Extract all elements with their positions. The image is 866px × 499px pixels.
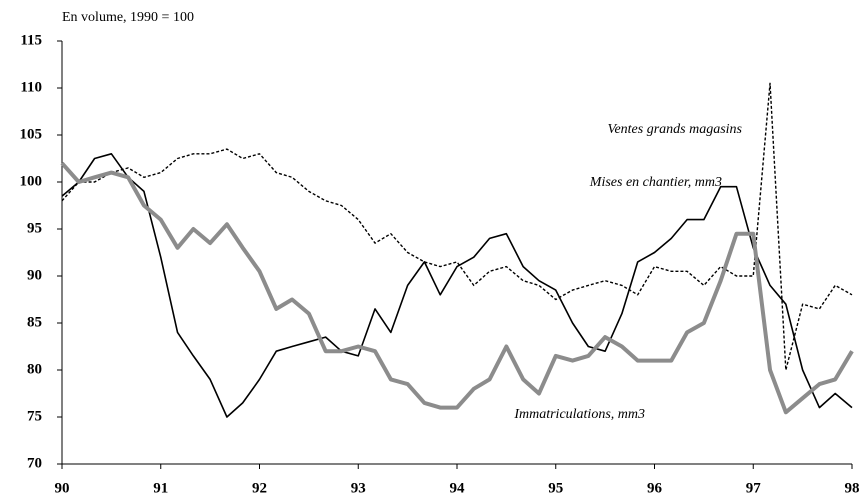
y-tick-label: 80	[27, 361, 42, 377]
series-label: Immatriculations, mm3	[513, 407, 645, 422]
y-tick-label: 95	[27, 220, 42, 236]
y-tick-label: 115	[20, 32, 42, 48]
series-label: Mises en chantier, mm3	[589, 175, 722, 190]
y-tick-label: 75	[27, 408, 42, 424]
x-tick-label: 98	[845, 480, 860, 496]
x-tick-label: 92	[252, 480, 267, 496]
y-tick-label: 105	[20, 126, 43, 142]
x-tick-label: 97	[746, 480, 762, 496]
x-tick-label: 94	[450, 480, 466, 496]
chart-title: En volume, 1990 = 100	[62, 10, 194, 25]
y-tick-label: 70	[27, 455, 42, 471]
series-line	[60, 161, 854, 415]
y-tick-label: 90	[27, 267, 42, 283]
y-tick-label: 100	[20, 173, 43, 189]
y-tick-label: 110	[20, 79, 42, 95]
series-label: Ventes grands magasins	[607, 122, 742, 137]
x-tick-label: 93	[351, 480, 366, 496]
series-line	[61, 153, 853, 418]
series-line	[61, 82, 853, 371]
x-tick-label: 91	[153, 480, 168, 496]
x-tick-label: 95	[548, 480, 563, 496]
x-tick-label: 96	[647, 480, 663, 496]
y-tick-label: 85	[27, 314, 42, 330]
x-tick-label: 90	[55, 480, 70, 496]
